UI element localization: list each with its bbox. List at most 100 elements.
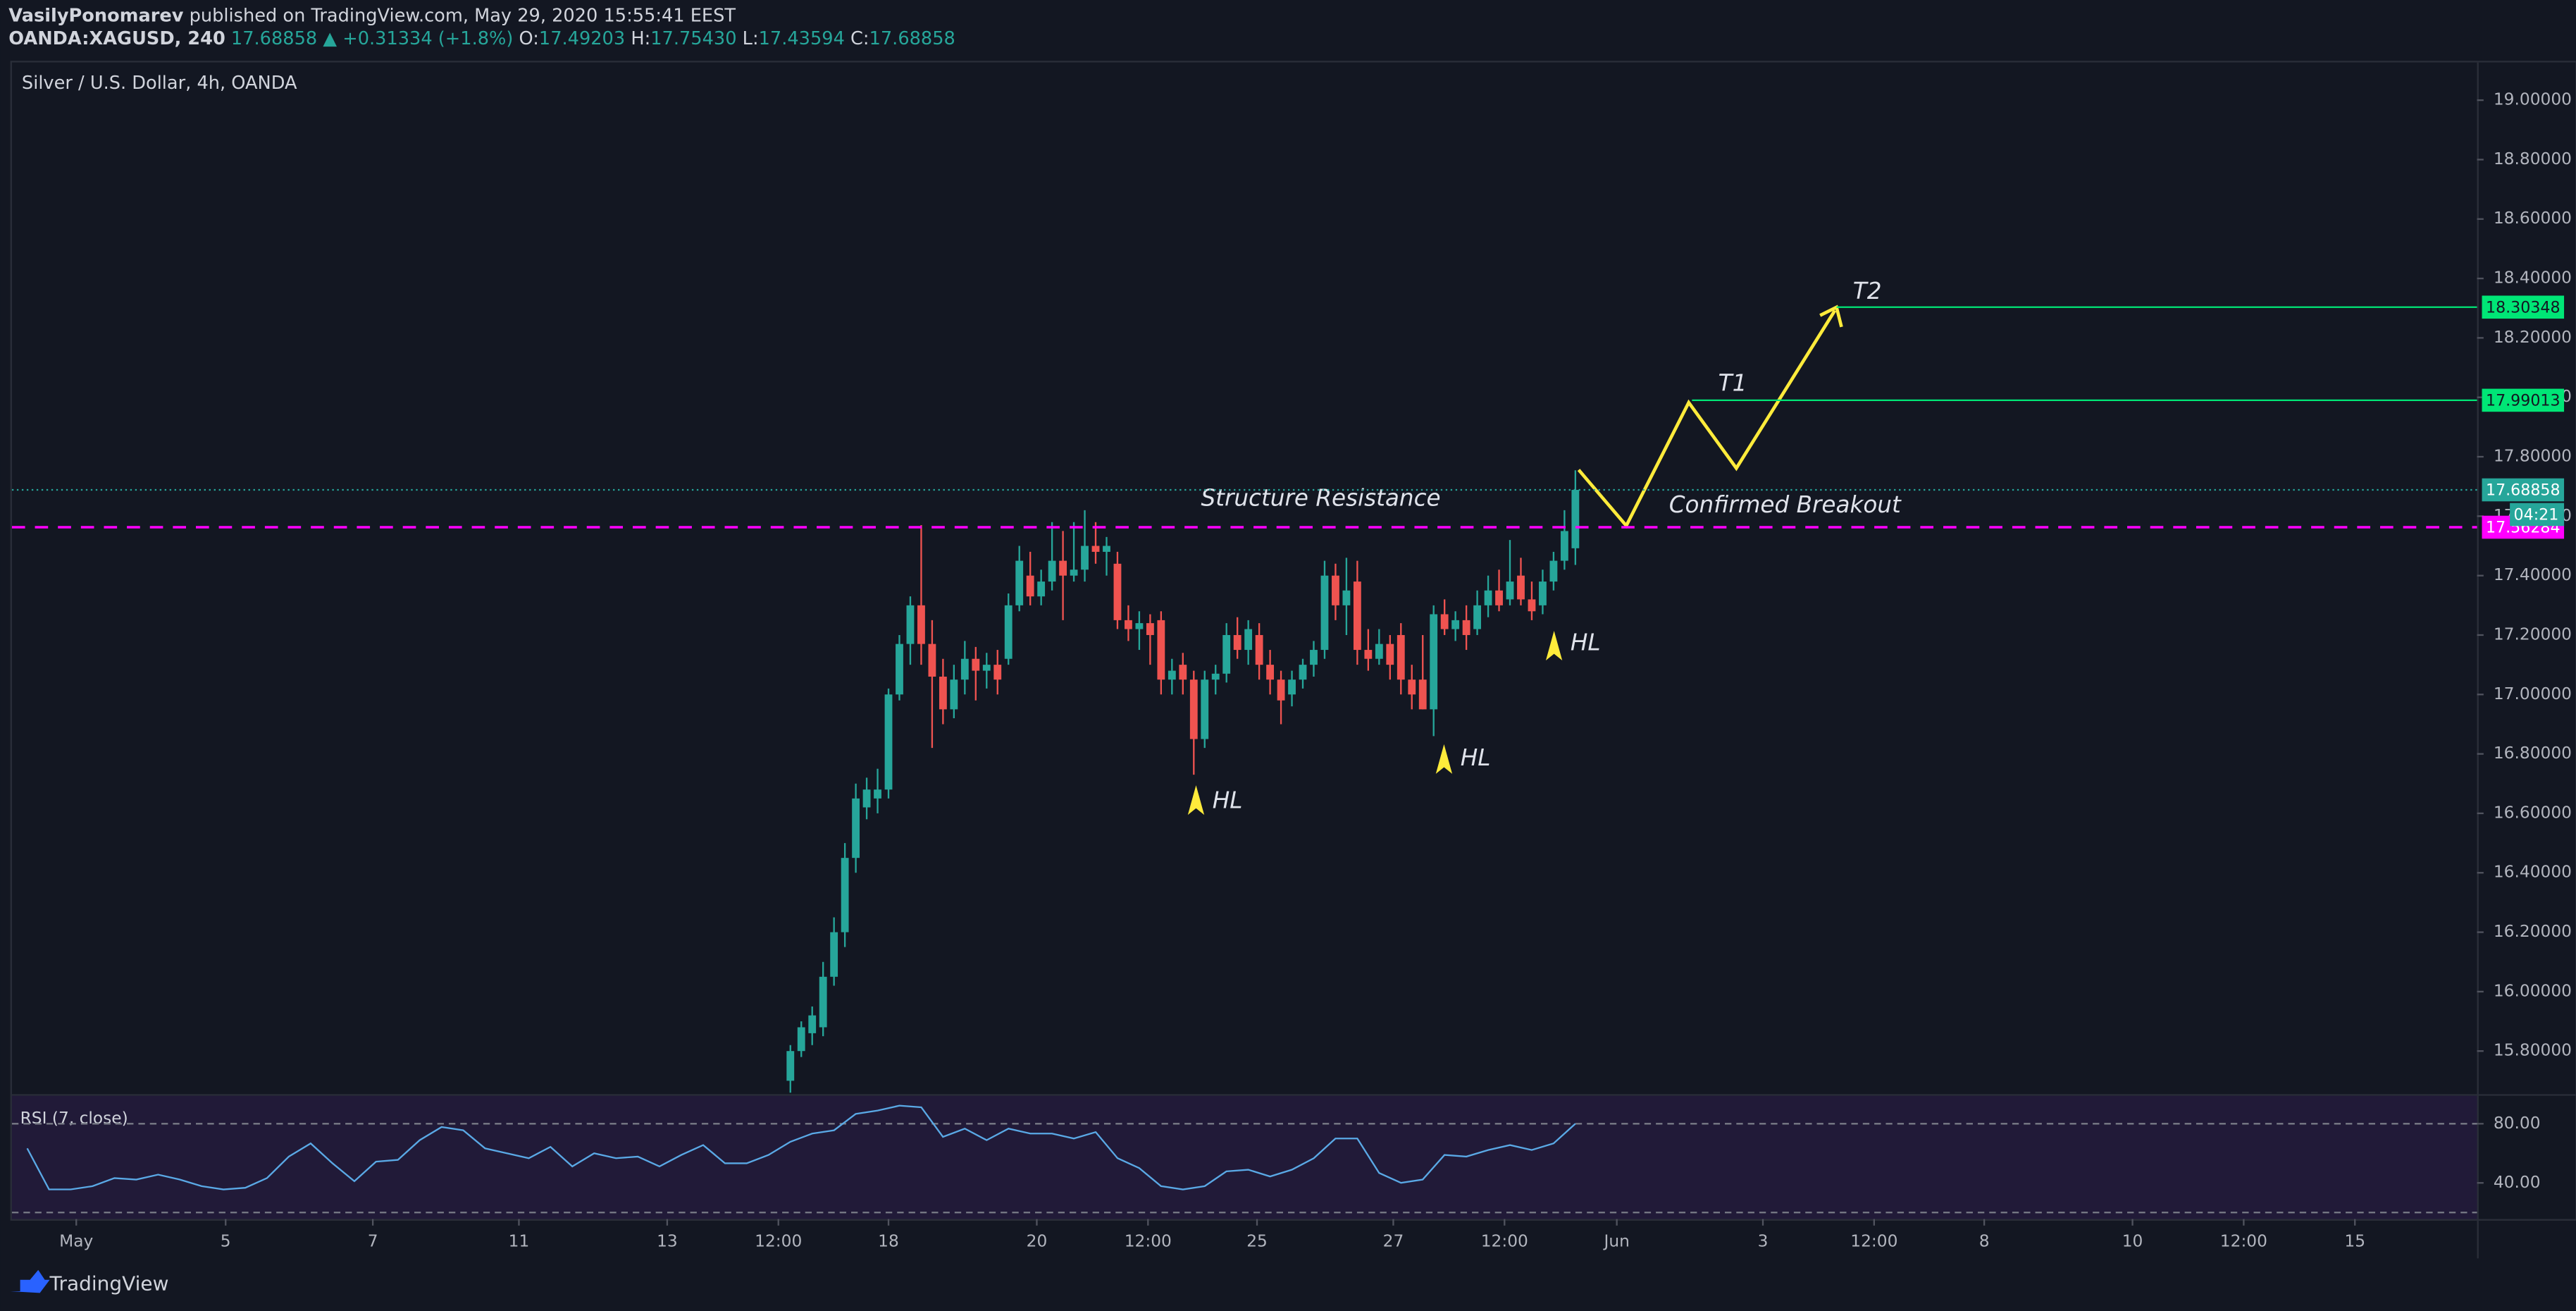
candle-body xyxy=(972,658,980,671)
candle-body xyxy=(1113,563,1122,620)
candle-body xyxy=(982,665,991,671)
candle-body xyxy=(1332,575,1339,605)
annotation: Structure Resistance xyxy=(1201,485,1440,512)
candle-body xyxy=(874,789,881,799)
candle-body xyxy=(1517,575,1525,600)
candle-body xyxy=(1495,590,1503,605)
price-tag xyxy=(2482,295,2565,319)
candle-body xyxy=(1386,644,1394,665)
x-tick-label: 20 xyxy=(1027,1232,1048,1251)
candle-body xyxy=(993,665,1002,680)
x-tick-label: 13 xyxy=(657,1232,678,1251)
candle-body xyxy=(1070,570,1078,576)
x-tick-label: May xyxy=(59,1232,93,1251)
candle-body xyxy=(1125,620,1132,629)
y-tick-label: 16.60000 xyxy=(2494,803,2572,822)
candle-body xyxy=(917,605,925,644)
candle-body xyxy=(862,789,871,808)
symbol: OANDA:XAGUSD, 240 xyxy=(8,28,225,49)
hl-arrow xyxy=(1187,785,1205,815)
logo-icon xyxy=(10,1269,50,1293)
rsi-label: RSI (7, close) xyxy=(20,1109,128,1128)
candle-body xyxy=(950,679,958,710)
y-tick-label: 16.80000 xyxy=(2494,744,2572,763)
ohlc-key: L: xyxy=(743,28,759,49)
published: published on TradingView.com, May 29, 20… xyxy=(190,5,736,26)
candle-body xyxy=(1026,575,1034,597)
candle-body xyxy=(1233,634,1241,651)
candle-body xyxy=(1081,546,1089,570)
price-tag-label: 17.99013 xyxy=(2486,392,2560,410)
x-tick-label: 27 xyxy=(1383,1232,1404,1251)
candle-body xyxy=(1277,679,1285,701)
y-tick-label: 16.00000 xyxy=(2494,981,2572,1000)
price-tag-label: 17.68858 xyxy=(2486,481,2560,500)
candle-body xyxy=(786,1051,795,1081)
candle-body xyxy=(841,858,849,933)
y-tick-label: 17.20000 xyxy=(2494,624,2572,644)
rsi-line xyxy=(26,1104,1576,1190)
x-tick-label: 15 xyxy=(2344,1232,2365,1251)
ohlc-key: C: xyxy=(850,28,869,49)
candle-body xyxy=(1037,581,1046,597)
y-tick-label: 18.40000 xyxy=(2494,269,2572,288)
x-tick-label: 12:00 xyxy=(755,1232,802,1251)
candle-body xyxy=(1549,560,1558,582)
candle-body xyxy=(896,644,903,695)
y-tick-label: 17.00000 xyxy=(2494,684,2572,703)
candle-body xyxy=(1408,679,1416,695)
candle-body xyxy=(1157,620,1165,680)
y-tick-label: 17.80000 xyxy=(2494,447,2572,466)
ohlc-key: H: xyxy=(631,28,650,49)
candle-body xyxy=(1015,560,1024,605)
candle-body xyxy=(1506,581,1514,600)
x-tick-label: 12:00 xyxy=(1481,1232,1528,1251)
hl-arrow xyxy=(1435,744,1453,774)
candle-body xyxy=(830,932,838,977)
candle-body xyxy=(928,644,936,677)
countdown-tag xyxy=(2510,503,2565,527)
candle-body xyxy=(1059,560,1067,576)
target-label: T1 xyxy=(1719,369,1747,396)
x-tick-label: 12:00 xyxy=(2220,1232,2267,1251)
candle-body xyxy=(1418,679,1427,710)
header-line-1: VasilyPonomarev published on TradingView… xyxy=(8,5,736,26)
plot-area xyxy=(786,470,1580,1093)
hl-label: HL xyxy=(1461,744,1491,771)
header-line-2: OANDA:XAGUSD, 240 17.68858 ▲ +0.31334 (+… xyxy=(8,28,955,49)
candle-body xyxy=(1222,634,1231,674)
candle-body xyxy=(1397,634,1405,680)
candle-body xyxy=(1364,650,1373,659)
change: ▲ +0.31334 (+1.8%) xyxy=(323,28,513,49)
candle-body xyxy=(1560,531,1568,561)
x-tick-label: 10 xyxy=(2122,1232,2143,1251)
candle-body xyxy=(1288,679,1296,695)
candle-body xyxy=(1091,546,1100,552)
candle-body xyxy=(1539,581,1547,605)
candle-body xyxy=(960,658,969,680)
x-tick-label: 12:00 xyxy=(1850,1232,1897,1251)
candle-body xyxy=(1135,623,1144,629)
candle-body xyxy=(1179,665,1187,680)
y-tick-label: 19.00000 xyxy=(2494,90,2572,109)
candle-body xyxy=(939,676,947,710)
y-tick-label: 18.80000 xyxy=(2494,149,2572,168)
candle-body xyxy=(1430,614,1438,710)
candle-body xyxy=(1299,665,1307,680)
countdown: 04:21 xyxy=(2514,506,2559,524)
x-tick-label: 25 xyxy=(1246,1232,1268,1251)
candle-body xyxy=(1201,679,1209,739)
logo[interactable]: TradingView xyxy=(49,1272,169,1295)
ohlc-value: 17.43594 xyxy=(759,28,845,49)
rsi-pane xyxy=(11,1095,2477,1219)
candle-body xyxy=(884,694,893,790)
candle-body xyxy=(1310,650,1318,665)
price-tag xyxy=(2482,388,2565,412)
price-tag-label: 18.30348 xyxy=(2486,298,2560,316)
x-tick-label: 12:00 xyxy=(1125,1232,1172,1251)
last-price: 17.68858 xyxy=(231,28,317,49)
x-tick-label: 7 xyxy=(368,1232,378,1251)
rsi-y-tick-label: 40.00 xyxy=(2494,1173,2541,1192)
